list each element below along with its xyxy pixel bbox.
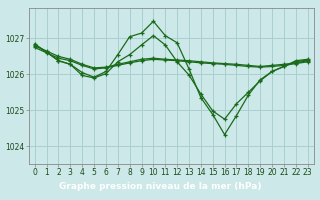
Text: Graphe pression niveau de la mer (hPa): Graphe pression niveau de la mer (hPa) bbox=[59, 182, 261, 191]
